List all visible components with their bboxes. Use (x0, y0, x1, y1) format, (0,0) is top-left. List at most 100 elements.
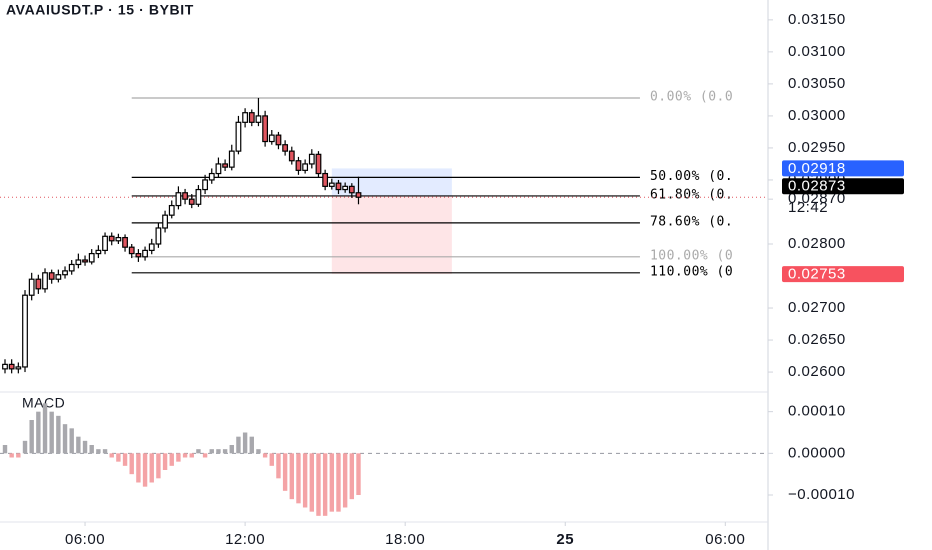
y-tick-label: 0.00010 (788, 403, 846, 420)
target-tag: 0.02918 (788, 160, 846, 177)
y-tick-label: 0.02600 (788, 363, 846, 380)
candle-body (42, 272, 48, 290)
candle-body (328, 182, 335, 187)
candle-body (95, 249, 102, 255)
fib-label: 0.00% (0.0 (650, 89, 733, 104)
candle-body (188, 198, 195, 205)
histogram-bar (256, 449, 261, 454)
candle-body (242, 112, 249, 123)
fib-label: 100.00% (0 (650, 248, 733, 263)
candle-body (288, 150, 295, 162)
histogram-bar (316, 453, 321, 516)
histogram-bar (156, 453, 161, 479)
candle-body (308, 153, 315, 165)
histogram-bar (36, 411, 41, 454)
y-tick-label: 0.02950 (788, 139, 846, 156)
histogram-bar (9, 453, 14, 458)
candle-body (35, 278, 42, 290)
histogram-bar (96, 449, 101, 454)
histogram-bar (222, 449, 228, 454)
y-tick-label: 0.02650 (788, 331, 846, 348)
candle-body (175, 192, 182, 207)
histogram-bar (142, 453, 148, 487)
candle-body (215, 163, 222, 175)
histogram-bar (89, 445, 94, 454)
candle-body (155, 227, 162, 245)
candle-body (208, 172, 215, 181)
histogram-bar (2, 445, 8, 454)
histogram-bar (269, 453, 274, 466)
histogram-bar (182, 453, 188, 458)
candle-body (355, 192, 362, 198)
histogram-bar (349, 453, 355, 500)
histogram-bar (236, 436, 241, 454)
histogram-bar (116, 453, 121, 462)
histogram-bar (202, 453, 208, 458)
histogram-bar (22, 440, 28, 454)
fib-label: 78.60% (0. (650, 214, 733, 229)
histogram-bar (82, 440, 88, 454)
candle-body (195, 188, 202, 205)
histogram-bar (29, 420, 34, 454)
candle-body (342, 185, 349, 191)
histogram-bar (109, 453, 114, 458)
histogram-bar (56, 415, 61, 454)
candle-body (148, 243, 155, 251)
histogram-bar (196, 449, 201, 454)
chart-title: AVAAIUSDT.P · 15 · BYBIT (6, 2, 194, 18)
y-tick-label: 0.03150 (788, 11, 846, 28)
target-tag-bg (782, 160, 904, 177)
candle-body (102, 235, 108, 251)
last-price-tag-bg (782, 178, 904, 195)
histogram-bar (149, 453, 154, 483)
candle-body (335, 182, 342, 191)
candle-body (142, 249, 148, 258)
candle-body (235, 121, 242, 152)
x-tick-label: 25 (556, 531, 574, 548)
histogram-bar (122, 453, 128, 466)
histogram-bar (189, 453, 194, 458)
histogram-bar (262, 453, 268, 458)
candle-body (2, 363, 8, 370)
y-tick-label: −0.00010 (788, 486, 855, 503)
stop-tag: 0.02753 (788, 266, 846, 283)
candle-body (162, 214, 168, 229)
histogram-bar (136, 453, 141, 483)
histogram-bar (49, 411, 54, 454)
y-tick-label: 0.03100 (788, 43, 846, 60)
y-tick-label: 0.02800 (788, 235, 846, 252)
candle-body (22, 294, 28, 368)
indicator-title: MACD (22, 395, 65, 411)
histogram-bar (322, 453, 328, 516)
candle-body (202, 179, 208, 191)
candle-body (28, 278, 35, 296)
histogram-bar (69, 428, 74, 454)
candle-body (108, 235, 115, 242)
histogram-bar (16, 453, 21, 458)
countdown: 12:42 (788, 199, 828, 216)
candle-body (135, 252, 142, 258)
histogram-bar (276, 453, 281, 479)
candle-body (282, 144, 289, 152)
histogram-bar (76, 436, 81, 454)
x-tick-label: 18:00 (385, 531, 425, 548)
histogram-bar (176, 453, 181, 462)
stop-tag-bg (782, 266, 904, 283)
histogram-bar (309, 453, 315, 512)
histogram-bar (162, 453, 168, 470)
histogram-bar (302, 453, 308, 508)
fib-label: 50.00% (0. (650, 169, 733, 184)
histogram-bar (342, 453, 348, 508)
y-tick-label: 0.02870 (788, 190, 846, 207)
candle-body (8, 363, 15, 370)
y-tick-label: 0.02700 (788, 299, 846, 316)
candle-body (168, 204, 175, 216)
histogram-bar (229, 445, 234, 454)
fib-label: 110.00% (0 (650, 264, 733, 279)
histogram-bar (356, 453, 361, 495)
candle-body (295, 160, 302, 171)
candle-body (228, 150, 235, 168)
histogram-bar (289, 453, 294, 500)
candle-body (115, 236, 122, 242)
